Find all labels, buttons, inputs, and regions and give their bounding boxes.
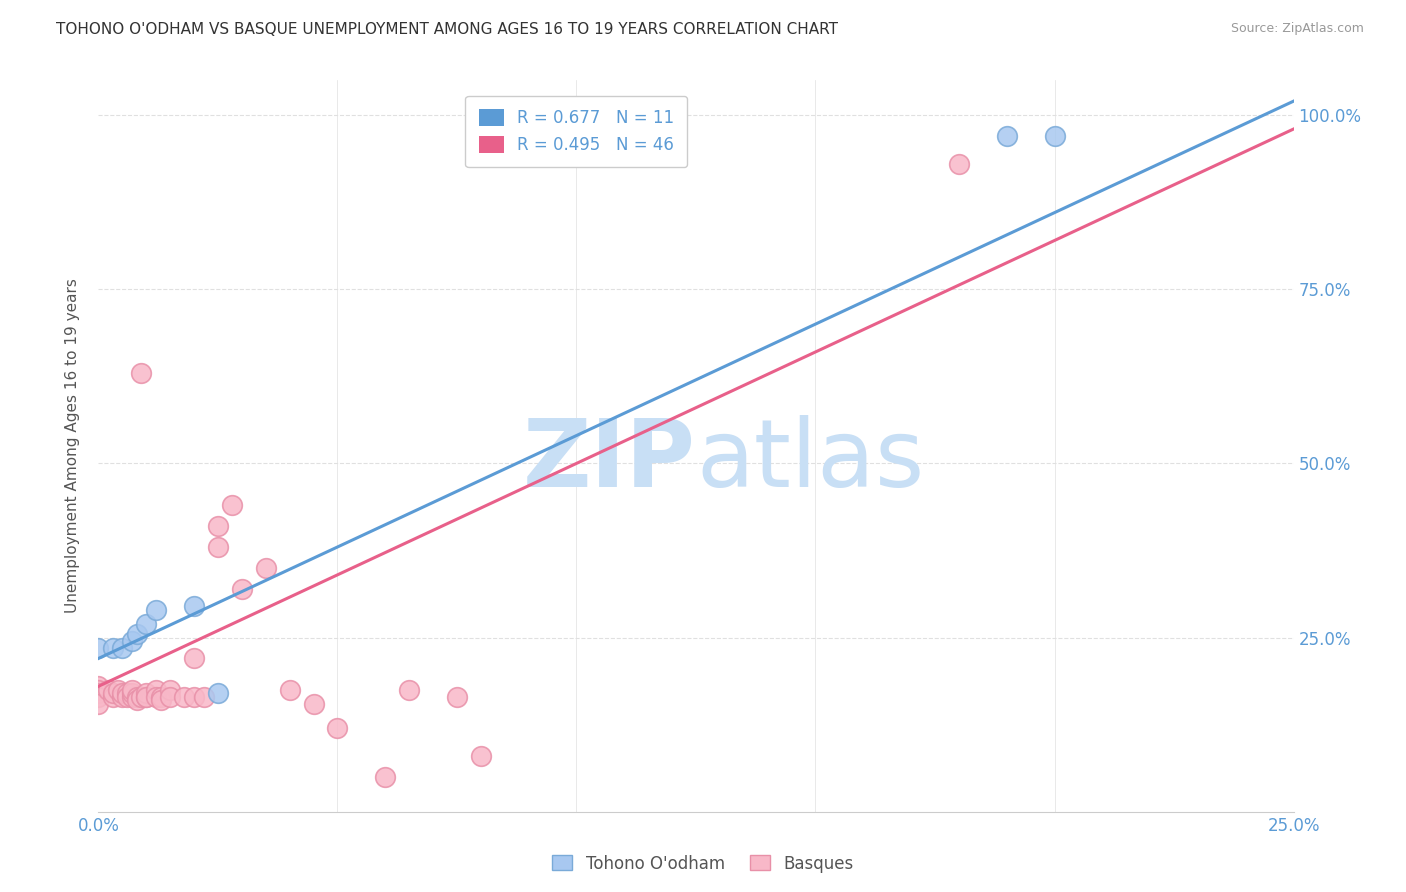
Point <box>207 519 229 533</box>
Point <box>254 561 277 575</box>
Point <box>87 679 110 693</box>
Point <box>107 682 129 697</box>
Point <box>470 749 492 764</box>
Point <box>302 697 325 711</box>
Point <box>111 640 134 655</box>
Point <box>135 690 157 704</box>
Point <box>207 686 229 700</box>
Legend: R = 0.677   N = 11, R = 0.495   N = 46: R = 0.677 N = 11, R = 0.495 N = 46 <box>465 96 688 168</box>
Point <box>995 128 1018 143</box>
Point <box>183 690 205 704</box>
Point <box>115 690 138 704</box>
Point <box>183 599 205 614</box>
Point <box>111 690 134 704</box>
Point <box>948 157 970 171</box>
Point <box>278 682 301 697</box>
Point <box>101 690 124 704</box>
Point <box>115 686 138 700</box>
Point <box>135 616 157 631</box>
Point <box>87 697 110 711</box>
Point <box>159 690 181 704</box>
Point <box>374 770 396 784</box>
Point <box>87 682 110 697</box>
Point <box>87 640 110 655</box>
Point <box>145 603 167 617</box>
Point <box>207 540 229 554</box>
Point <box>101 640 124 655</box>
Point <box>87 686 110 700</box>
Point <box>1043 128 1066 143</box>
Point <box>221 498 243 512</box>
Point <box>149 690 172 704</box>
Point <box>159 682 181 697</box>
Legend: Tohono O'odham, Basques: Tohono O'odham, Basques <box>546 848 860 880</box>
Point <box>398 682 420 697</box>
Point <box>121 682 143 697</box>
Point <box>145 682 167 697</box>
Point <box>135 686 157 700</box>
Text: TOHONO O'ODHAM VS BASQUE UNEMPLOYMENT AMONG AGES 16 TO 19 YEARS CORRELATION CHAR: TOHONO O'ODHAM VS BASQUE UNEMPLOYMENT AM… <box>56 22 838 37</box>
Point <box>173 690 195 704</box>
Point <box>111 686 134 700</box>
Point <box>87 690 110 704</box>
Point <box>149 693 172 707</box>
Point <box>446 690 468 704</box>
Point <box>97 682 120 697</box>
Point <box>145 690 167 704</box>
Point <box>131 366 153 380</box>
Point <box>121 690 143 704</box>
Y-axis label: Unemployment Among Ages 16 to 19 years: Unemployment Among Ages 16 to 19 years <box>65 278 80 614</box>
Point <box>193 690 215 704</box>
Point <box>125 627 148 641</box>
Point <box>131 690 153 704</box>
Point <box>125 690 148 704</box>
Point <box>326 721 349 735</box>
Text: Source: ZipAtlas.com: Source: ZipAtlas.com <box>1230 22 1364 36</box>
Point <box>121 634 143 648</box>
Point <box>135 690 157 704</box>
Point <box>125 693 148 707</box>
Point <box>183 651 205 665</box>
Point <box>101 686 124 700</box>
Point <box>121 686 143 700</box>
Point <box>231 582 253 596</box>
Text: atlas: atlas <box>696 415 924 507</box>
Text: ZIP: ZIP <box>523 415 696 507</box>
